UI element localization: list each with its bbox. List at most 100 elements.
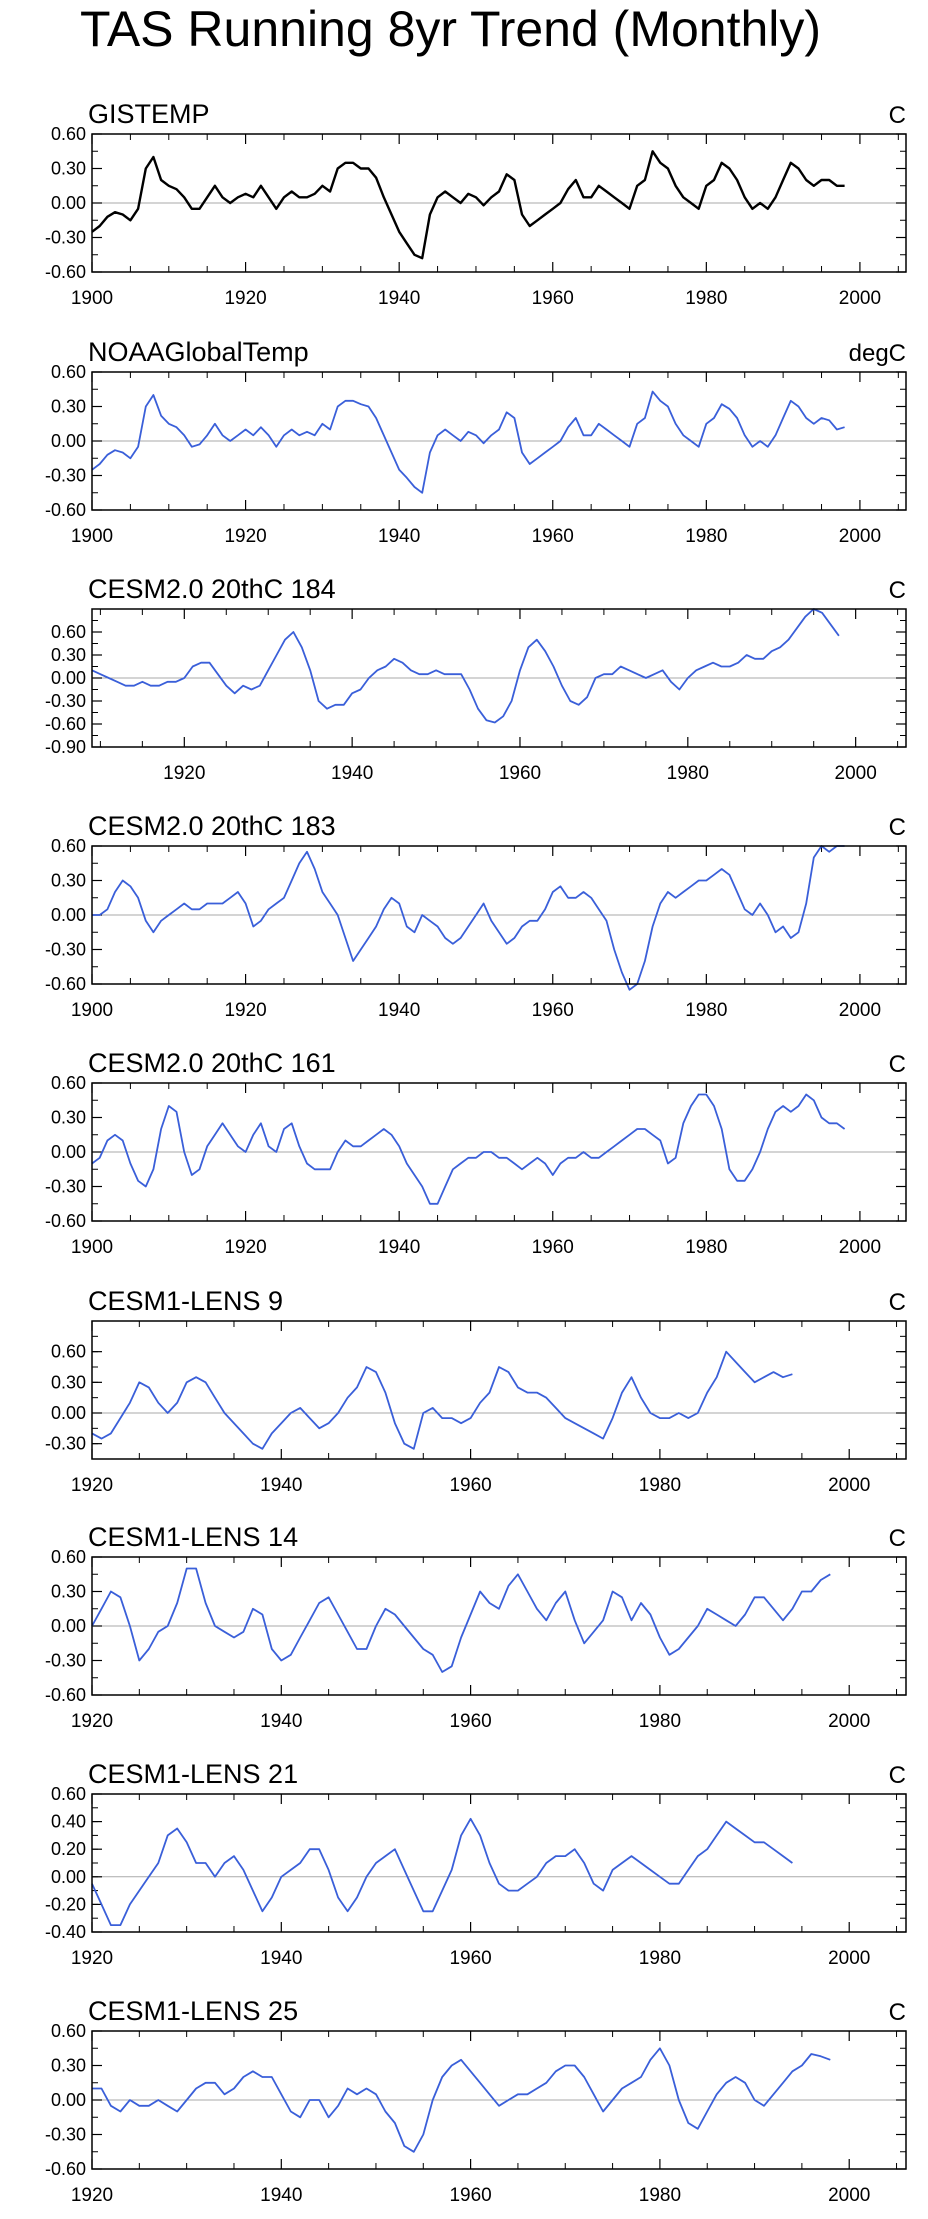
y-tick-label: 0.00: [51, 431, 86, 451]
panel-title: CESM2.0 20thC 183: [88, 811, 336, 841]
y-tick-label: -0.30: [45, 940, 86, 960]
x-tick-label: 1900: [71, 1237, 113, 1258]
y-tick-label: -0.60: [45, 714, 86, 734]
x-tick-label: 1980: [685, 526, 727, 547]
x-tick-label: 1900: [71, 526, 113, 547]
y-tick-label: 0.30: [51, 2056, 86, 2076]
y-tick-label: 0.60: [51, 2021, 86, 2041]
y-tick-label: 0.60: [51, 622, 86, 642]
x-tick-label: 1980: [685, 1237, 727, 1258]
x-tick-label: 1980: [639, 1475, 681, 1496]
x-tick-label: 1940: [378, 1000, 420, 1021]
x-tick-label: 2000: [828, 2185, 870, 2206]
y-tick-label: -0.90: [45, 737, 86, 757]
series-line: [91, 608, 840, 724]
y-tick-label: -0.20: [45, 1894, 86, 1914]
x-tick-label: 1960: [449, 1948, 491, 1969]
x-tick-label: 1900: [71, 1000, 113, 1021]
panel-title: CESM2.0 20thC 161: [88, 1048, 336, 1078]
x-tick-label: 2000: [828, 1711, 870, 1732]
panel-title: NOAAGlobalTemp: [88, 337, 309, 367]
x-tick-label: 1960: [532, 288, 574, 309]
y-tick-label: 0.00: [51, 1142, 86, 1162]
x-tick-label: 1920: [163, 763, 205, 784]
x-tick-label: 1960: [532, 1237, 574, 1258]
x-tick-label: 1940: [378, 288, 420, 309]
x-tick-label: 2000: [839, 288, 881, 309]
x-tick-label: 1920: [224, 526, 266, 547]
x-tick-label: 1920: [71, 1948, 113, 1969]
series-line: [91, 150, 845, 260]
y-tick-label: 0.60: [51, 362, 86, 382]
y-tick-label: -0.60: [45, 974, 86, 994]
y-tick-label: 0.30: [51, 1108, 86, 1128]
y-tick-label: 0.60: [51, 1547, 86, 1567]
x-tick-label: 1920: [224, 1237, 266, 1258]
x-tick-label: 1980: [639, 1948, 681, 1969]
y-tick-label: 0.60: [51, 1342, 86, 1362]
plot-frame: [91, 1793, 907, 1933]
x-tick-label: 1940: [260, 1475, 302, 1496]
panel-units: C: [889, 814, 906, 841]
plot-frame: [91, 371, 907, 511]
y-tick-label: -0.30: [45, 2125, 86, 2145]
page-title: TAS Running 8yr Trend (Monthly): [80, 1, 822, 57]
y-tick-label: 0.20: [51, 1839, 86, 1859]
x-tick-label: 2000: [839, 526, 881, 547]
x-tick-label: 1920: [224, 1000, 266, 1021]
x-tick-label: 1940: [260, 1711, 302, 1732]
series-line: [92, 845, 845, 991]
x-tick-label: 1940: [378, 1237, 420, 1258]
x-tick-label: 2000: [828, 1948, 870, 1969]
panel-units: C: [889, 577, 906, 604]
x-tick-label: 1920: [224, 288, 266, 309]
plot-frame: [91, 2030, 907, 2170]
y-tick-label: 0.00: [51, 2090, 86, 2110]
plot-frame: [91, 1556, 907, 1696]
x-tick-label: 2000: [835, 763, 877, 784]
x-tick-label: 1960: [449, 1475, 491, 1496]
y-tick-label: 0.00: [51, 1616, 86, 1636]
y-tick-label: -0.30: [45, 228, 86, 248]
x-tick-label: 1960: [449, 2185, 491, 2206]
plot-frame: [91, 1082, 907, 1222]
y-tick-label: -0.60: [45, 1685, 86, 1705]
panel-units: degC: [849, 340, 906, 367]
y-tick-label: 0.60: [51, 124, 86, 144]
y-tick-label: -0.40: [45, 1922, 86, 1942]
x-tick-label: 1980: [667, 763, 709, 784]
panel-units: C: [889, 1999, 906, 2026]
panel-units: C: [889, 102, 906, 129]
series-line: [91, 390, 845, 494]
x-tick-label: 1900: [71, 288, 113, 309]
panel-units: C: [889, 1525, 906, 1552]
plot-frame: [91, 1320, 907, 1460]
y-tick-label: -0.30: [45, 1434, 86, 1454]
y-tick-label: 0.60: [51, 836, 86, 856]
series-line: [91, 1567, 831, 1673]
x-tick-label: 1960: [499, 763, 541, 784]
panel-units: C: [889, 1762, 906, 1789]
plot-frame: [91, 608, 907, 748]
y-tick-label: 0.00: [51, 905, 86, 925]
y-tick-label: 0.30: [51, 159, 86, 179]
x-tick-label: 1940: [260, 1948, 302, 1969]
x-tick-label: 1920: [71, 1711, 113, 1732]
series-line: [91, 1817, 793, 1926]
y-tick-label: -0.30: [45, 1177, 86, 1197]
series-line: [91, 1093, 846, 1205]
x-tick-label: 1920: [71, 2185, 113, 2206]
x-tick-label: 1940: [260, 2185, 302, 2206]
x-tick-label: 1960: [532, 1000, 574, 1021]
y-tick-label: 0.60: [51, 1784, 86, 1804]
x-tick-label: 1980: [639, 2185, 681, 2206]
series-line: [91, 1350, 793, 1450]
y-tick-label: -0.30: [45, 466, 86, 486]
y-tick-label: 0.00: [51, 1867, 86, 1887]
x-tick-label: 1980: [639, 1711, 681, 1732]
x-tick-label: 1920: [71, 1475, 113, 1496]
x-tick-label: 1960: [532, 526, 574, 547]
y-tick-label: -0.30: [45, 1651, 86, 1671]
panel-title: CESM2.0 20thC 184: [88, 574, 336, 604]
